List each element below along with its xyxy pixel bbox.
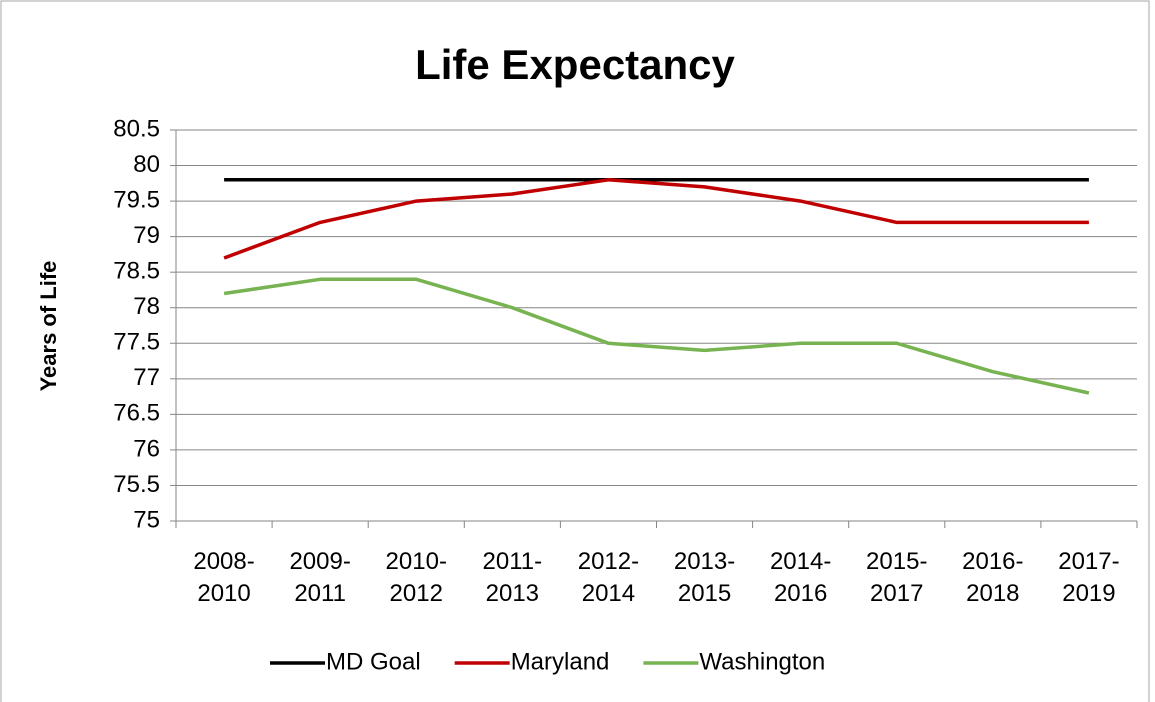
x-tick-label: 2013-2015: [673, 548, 736, 607]
y-tick-label: 79.5: [113, 186, 160, 213]
y-tick-label: 78.5: [113, 258, 160, 285]
legend-label: MD Goal: [326, 648, 421, 675]
y-tick-label: 80.5: [113, 115, 160, 142]
line-series: [223, 178, 1089, 260]
x-tick-label: 2014-2016: [769, 548, 832, 607]
x-tick-label: 2008-2010: [193, 548, 255, 607]
y-tick-label: 76: [133, 435, 160, 462]
chart-title: Life Expectancy: [415, 41, 735, 88]
line-series: [223, 277, 1090, 395]
legend-label: Maryland: [511, 648, 610, 675]
y-tick-label: 75.5: [113, 471, 160, 498]
x-tick-label: 2015-2017: [866, 548, 928, 607]
x-tick-label: 2010-2012: [385, 548, 447, 607]
y-tick-label: 78: [133, 293, 160, 320]
y-tick-label: 76.5: [113, 400, 160, 427]
x-tick-label: 2017-2019: [1058, 548, 1120, 607]
x-tick-label: 2009-2011: [289, 548, 351, 607]
x-tick-label: 2011-2013: [482, 548, 543, 607]
x-tick-label: 2012-2014: [577, 548, 640, 607]
y-tick-label: 80: [133, 151, 160, 178]
y-tick-label: 77: [133, 364, 160, 391]
y-tick-label: 79: [133, 222, 160, 249]
x-tick-label: 2016-2018: [962, 548, 1024, 607]
y-axis-label: Years of Life: [36, 261, 61, 392]
y-tick-label: 75: [133, 506, 160, 533]
y-tick-label: 77.5: [113, 329, 160, 356]
legend-label: Washington: [699, 648, 825, 675]
